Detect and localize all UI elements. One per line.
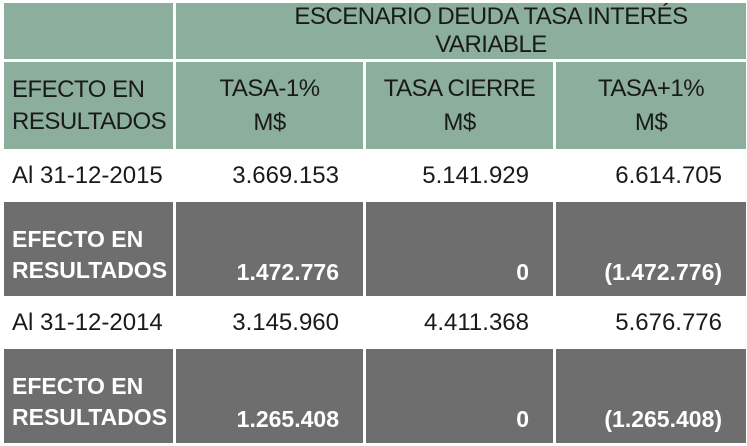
header-col-closing-rate: TASA CIERRE M$ [365, 61, 555, 151]
table-row: EFECTO EN RESULTADOS 1.472.776 0 (1.472.… [3, 201, 747, 298]
header-col-name: TASA+1% [556, 72, 746, 106]
header-col-unit: M$ [556, 106, 746, 140]
header-col-unit: M$ [366, 106, 553, 140]
value-cell: 4.411.368 [365, 298, 555, 348]
header-label-line1: EFECTO EN [12, 74, 173, 106]
header-label-cell: EFECTO EN RESULTADOS [3, 61, 175, 151]
value-cell: 6.614.705 [555, 151, 747, 201]
header-col-name: TASA CIERRE [366, 72, 553, 106]
header-col-rate-plus-1: TASA+1% M$ [555, 61, 747, 151]
header-label-line2: RESULTADOS [12, 106, 173, 138]
value-cell: 3.145.960 [175, 298, 365, 348]
row-label: Al 31-12-2015 [3, 151, 175, 201]
effect-label-cell: EFECTO EN RESULTADOS [3, 201, 175, 298]
effect-label-line2: RESULTADOS [12, 402, 173, 433]
effect-label-line1: EFECTO EN [12, 224, 173, 255]
table-row: Al 31-12-2014 3.145.960 4.411.368 5.676.… [3, 298, 747, 348]
effect-label-line1: EFECTO EN [12, 371, 173, 402]
value-cell: 5.676.776 [555, 298, 747, 348]
title-spacer-cell [3, 2, 175, 61]
header-col-unit: M$ [176, 106, 363, 140]
value-cell: (1.472.776) [555, 201, 747, 298]
table-title: ESCENARIO DEUDA TASA INTERÉS VARIABLE [175, 2, 747, 61]
effect-label-line2: RESULTADOS [12, 255, 173, 286]
value-cell: 5.141.929 [365, 151, 555, 201]
table-row: Al 31-12-2015 3.669.153 5.141.929 6.614.… [3, 151, 747, 201]
value-cell: 0 [365, 201, 555, 298]
value-cell: 3.669.153 [175, 151, 365, 201]
title-row: ESCENARIO DEUDA TASA INTERÉS VARIABLE [3, 2, 747, 61]
value-cell: 1.472.776 [175, 201, 365, 298]
header-col-rate-minus-1: TASA-1% M$ [175, 61, 365, 151]
row-label: Al 31-12-2014 [3, 298, 175, 348]
header-row: EFECTO EN RESULTADOS TASA-1% M$ TASA CIE… [3, 61, 747, 151]
header-col-name: TASA-1% [176, 72, 363, 106]
